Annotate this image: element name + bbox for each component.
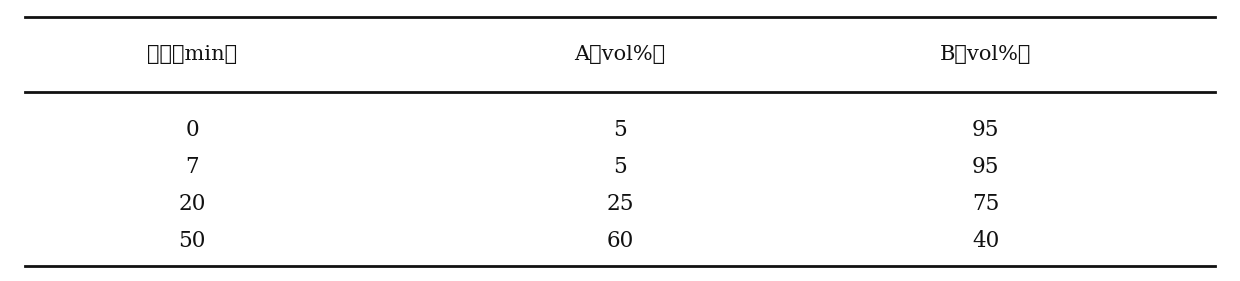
- Text: 时间（min）: 时间（min）: [148, 46, 237, 64]
- Text: 5: 5: [613, 157, 627, 178]
- Text: 95: 95: [972, 157, 999, 178]
- Text: 5: 5: [613, 119, 627, 140]
- Text: A（vol%）: A（vol%）: [574, 46, 666, 64]
- Text: 20: 20: [179, 193, 206, 215]
- Text: 50: 50: [179, 230, 206, 252]
- Text: 0: 0: [186, 119, 198, 140]
- Text: 40: 40: [972, 230, 999, 252]
- Text: 7: 7: [186, 157, 198, 178]
- Text: 60: 60: [606, 230, 634, 252]
- Text: B（vol%）: B（vol%）: [940, 46, 1032, 64]
- Text: 75: 75: [972, 193, 999, 215]
- Text: 25: 25: [606, 193, 634, 215]
- Text: 95: 95: [972, 119, 999, 140]
